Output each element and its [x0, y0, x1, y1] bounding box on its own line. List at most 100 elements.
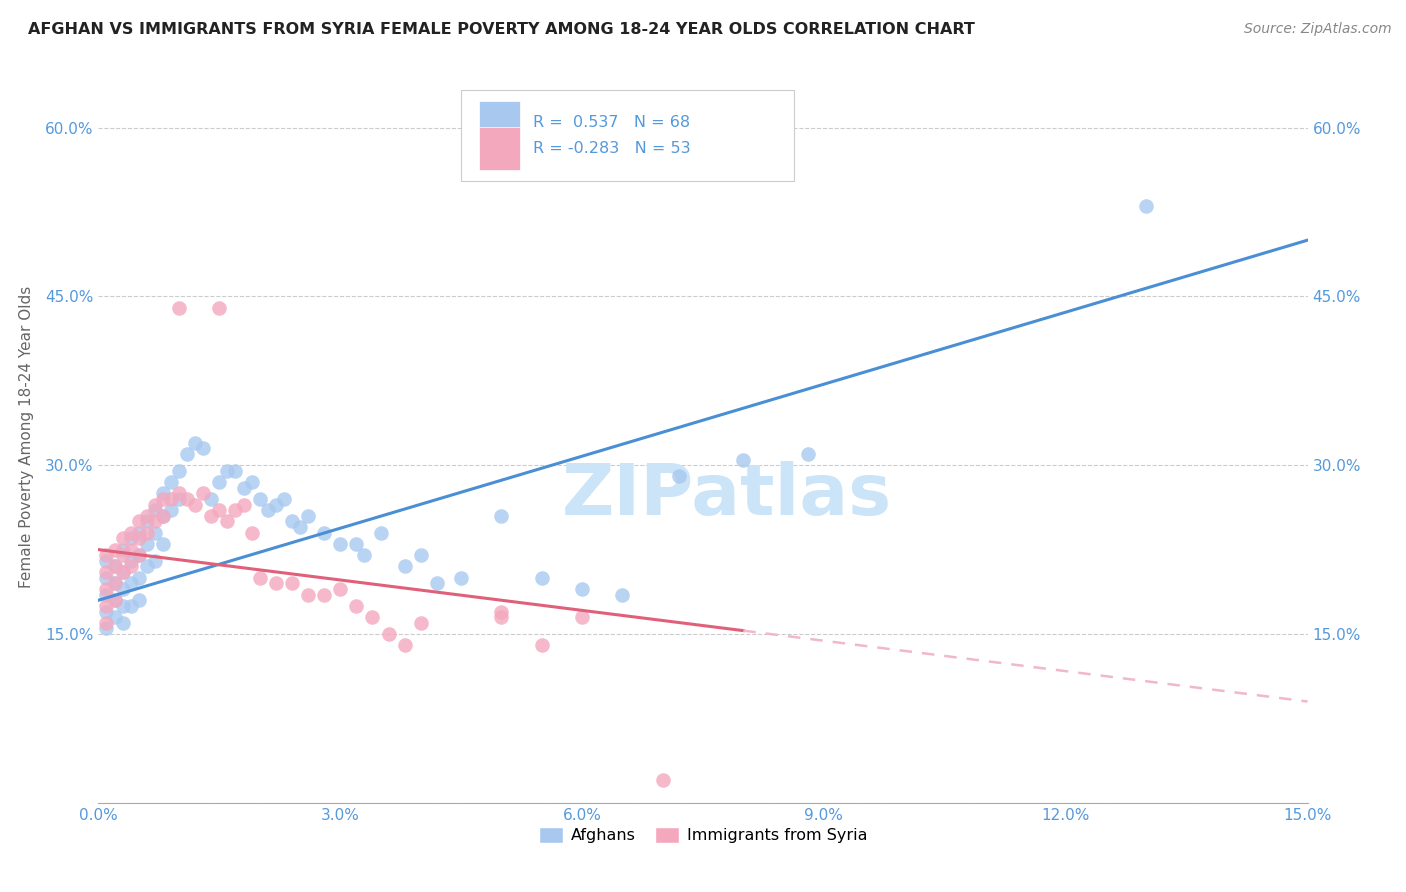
Point [571, 610, 593, 624]
Point [491, 605, 513, 619]
Point [160, 475, 183, 489]
Point [111, 548, 134, 562]
Point [152, 508, 174, 523]
Point [314, 525, 336, 540]
Point [491, 610, 513, 624]
Point [96, 621, 118, 635]
Point [103, 593, 125, 607]
Point [176, 447, 198, 461]
Point [167, 491, 190, 506]
Point [143, 515, 166, 529]
Point [167, 486, 190, 500]
Point [409, 615, 432, 630]
Point [797, 447, 820, 461]
Point [224, 503, 246, 517]
Point [281, 515, 304, 529]
Point [329, 582, 352, 596]
Point [120, 576, 142, 591]
Point [217, 464, 239, 478]
Point [426, 576, 449, 591]
Point [571, 582, 593, 596]
FancyBboxPatch shape [461, 90, 793, 181]
Point [103, 559, 125, 574]
Point [120, 554, 142, 568]
Point [208, 475, 231, 489]
Point [103, 576, 125, 591]
Point [120, 559, 142, 574]
Point [111, 582, 134, 596]
Point [1135, 199, 1157, 213]
Point [103, 610, 125, 624]
Point [120, 525, 142, 540]
Point [96, 599, 118, 613]
Point [120, 599, 142, 613]
Point [184, 498, 207, 512]
Point [200, 508, 222, 523]
Point [370, 525, 392, 540]
Point [160, 491, 183, 506]
Point [96, 588, 118, 602]
Point [264, 498, 287, 512]
Point [128, 548, 150, 562]
Point [143, 554, 166, 568]
Point [224, 464, 246, 478]
Point [152, 491, 174, 506]
Point [217, 515, 239, 529]
Point [120, 542, 142, 557]
Point [135, 515, 157, 529]
Legend: Afghans, Immigrants from Syria: Afghans, Immigrants from Syria [533, 821, 873, 850]
Point [160, 503, 183, 517]
Point [128, 525, 150, 540]
Point [344, 537, 367, 551]
Point [96, 615, 118, 630]
Text: ZIPatlas: ZIPatlas [562, 461, 893, 530]
Point [103, 576, 125, 591]
Point [530, 571, 553, 585]
Point [103, 559, 125, 574]
Point [530, 638, 553, 652]
Point [249, 571, 271, 585]
FancyBboxPatch shape [479, 127, 520, 170]
Point [184, 435, 207, 450]
Point [297, 588, 319, 602]
Point [314, 588, 336, 602]
Point [96, 582, 118, 596]
Point [361, 610, 384, 624]
Point [152, 537, 174, 551]
Point [344, 599, 367, 613]
Point [232, 481, 254, 495]
Point [128, 548, 150, 562]
Point [96, 571, 118, 585]
Point [377, 627, 399, 641]
Point [394, 638, 416, 652]
Point [167, 301, 190, 315]
Point [143, 498, 166, 512]
Point [135, 525, 157, 540]
Point [249, 491, 271, 506]
Point [128, 532, 150, 546]
Text: R =  0.537   N = 68: R = 0.537 N = 68 [533, 115, 689, 130]
Text: AFGHAN VS IMMIGRANTS FROM SYRIA FEMALE POVERTY AMONG 18-24 YEAR OLDS CORRELATION: AFGHAN VS IMMIGRANTS FROM SYRIA FEMALE P… [28, 22, 974, 37]
Point [193, 442, 215, 456]
Point [96, 605, 118, 619]
Point [103, 593, 125, 607]
Point [193, 486, 215, 500]
Point [200, 491, 222, 506]
Point [96, 554, 118, 568]
Point [264, 576, 287, 591]
Point [176, 491, 198, 506]
Point [281, 576, 304, 591]
Point [394, 559, 416, 574]
Point [240, 525, 263, 540]
Text: R = -0.283   N = 53: R = -0.283 N = 53 [533, 141, 690, 156]
Point [208, 503, 231, 517]
Point [128, 571, 150, 585]
Point [128, 515, 150, 529]
Y-axis label: Female Poverty Among 18-24 Year Olds: Female Poverty Among 18-24 Year Olds [18, 286, 34, 588]
Point [668, 469, 690, 483]
Point [167, 464, 190, 478]
Text: Source: ZipAtlas.com: Source: ZipAtlas.com [1244, 22, 1392, 37]
Point [273, 491, 295, 506]
Point [103, 542, 125, 557]
Point [152, 508, 174, 523]
